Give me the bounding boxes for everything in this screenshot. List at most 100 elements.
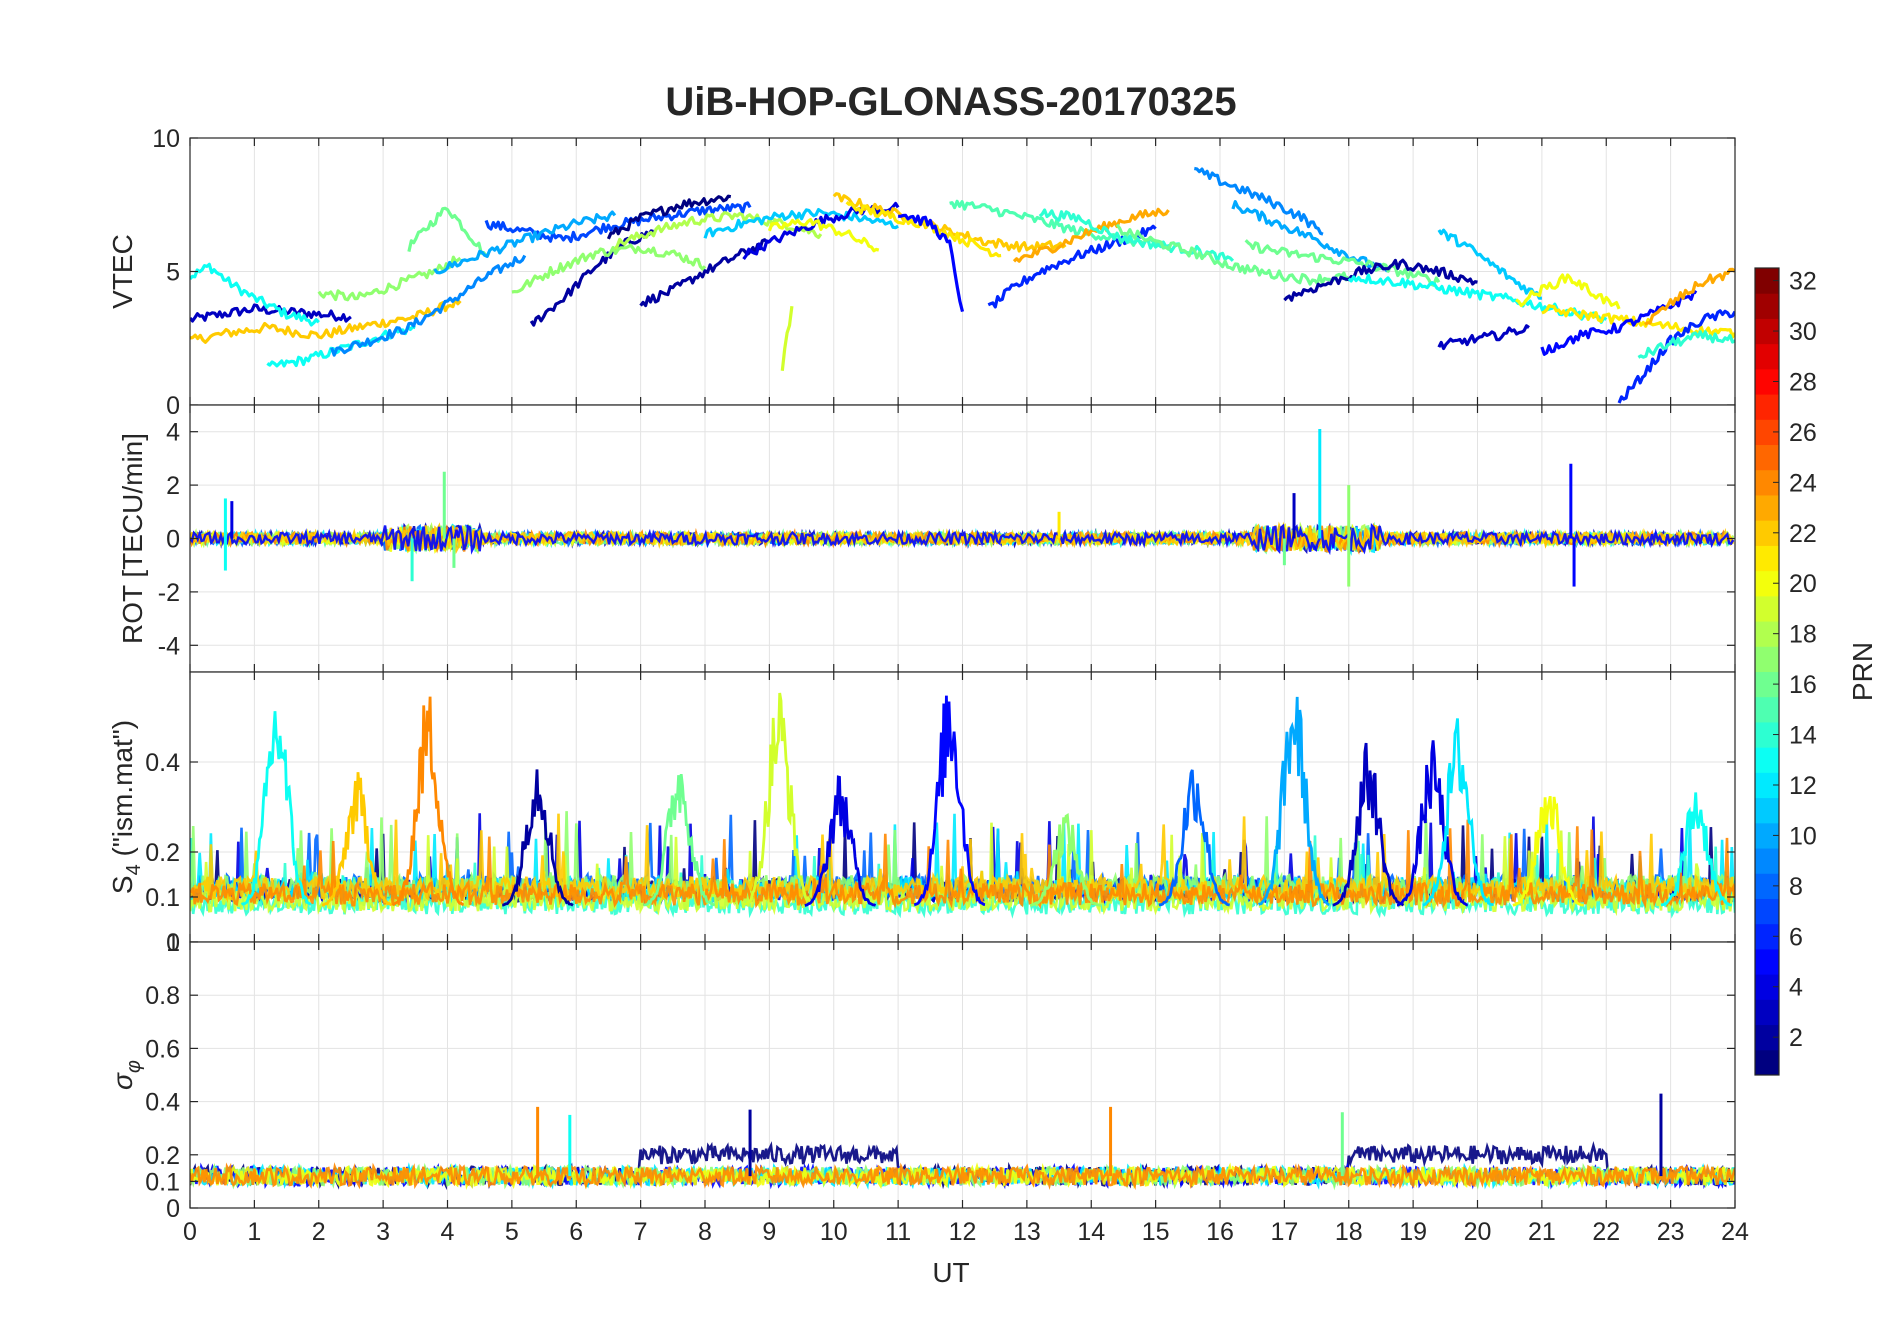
colorbar-step bbox=[1755, 293, 1779, 319]
vtec-series-line bbox=[1231, 200, 1389, 273]
colorbar-step bbox=[1755, 646, 1779, 672]
colorbar-tick-label: 30 bbox=[1789, 318, 1817, 346]
y-axis-label-rest: ("ism.mat") bbox=[107, 720, 138, 864]
vtec-series-line bbox=[1194, 166, 1324, 236]
colorbar-tick-label: 8 bbox=[1789, 873, 1803, 901]
x-tick-label: 20 bbox=[1464, 1218, 1492, 1246]
rot-series-line bbox=[190, 523, 1735, 556]
x-axis: 0 1 2 3 4 5 6 7 8 9 10 11 12 13 14 15 16 17 18 19 20 21 22 23 24 bbox=[183, 1218, 1749, 1246]
panel-vtec: 0 5 10 VTEC bbox=[107, 125, 1736, 420]
x-tick-label: 19 bbox=[1399, 1218, 1427, 1246]
y-tick-label: 0.1 bbox=[145, 884, 180, 912]
colorbar-step bbox=[1755, 747, 1779, 773]
vtec-series-line bbox=[433, 210, 617, 275]
plot-area bbox=[190, 1093, 1735, 1191]
s4-peak-line bbox=[1422, 718, 1494, 907]
y-tick-label: 0 bbox=[166, 929, 180, 957]
vtec-series-line bbox=[1540, 289, 1698, 356]
panel-rot: -4 -2 0 2 4 ROT [TECU/min] bbox=[117, 404, 1736, 673]
colorbar-tick-label: 4 bbox=[1789, 974, 1803, 1002]
s4-peak-line bbox=[321, 772, 393, 907]
y-axis-label: S4 ("ism.mat") bbox=[107, 720, 145, 894]
vtec-series-line bbox=[703, 208, 899, 239]
x-tick-label: 3 bbox=[376, 1218, 390, 1246]
vtec-series-line bbox=[1244, 239, 1441, 287]
colorbar-step bbox=[1755, 999, 1779, 1026]
x-tick-label: 15 bbox=[1142, 1218, 1170, 1246]
vtec-series-line bbox=[317, 255, 462, 302]
s4-peak-line bbox=[1512, 795, 1584, 907]
vtec-series-line bbox=[1637, 330, 1735, 359]
x-tick-label: 16 bbox=[1206, 1218, 1234, 1246]
vtec-series-line bbox=[511, 243, 707, 294]
s4-series-line bbox=[190, 813, 1735, 904]
y-tick-label: 0.2 bbox=[145, 1142, 180, 1170]
x-tick-label: 8 bbox=[698, 1218, 712, 1246]
y-tick-label: 0 bbox=[166, 1195, 180, 1223]
x-tick-label: 23 bbox=[1657, 1218, 1685, 1246]
x-tick-label: 18 bbox=[1335, 1218, 1363, 1246]
vtec-series-line bbox=[190, 303, 352, 323]
colorbar-step bbox=[1755, 1049, 1779, 1076]
vtec-series-line bbox=[639, 238, 770, 308]
x-tick-label: 14 bbox=[1077, 1218, 1105, 1246]
vtec-series-line bbox=[1644, 267, 1735, 326]
colorbar-step bbox=[1755, 444, 1779, 471]
y-tick-label: 0.2 bbox=[145, 839, 180, 867]
y-tick-label: 0.4 bbox=[145, 749, 180, 777]
vtec-series-line bbox=[1437, 228, 1542, 300]
colorbar-step bbox=[1755, 494, 1779, 521]
x-tick-label: 9 bbox=[762, 1218, 776, 1246]
y-tick-label: 1 bbox=[166, 929, 180, 957]
x-tick-label: 17 bbox=[1270, 1218, 1298, 1246]
x-tick-label: 7 bbox=[634, 1218, 648, 1246]
s4-peak-line bbox=[1396, 740, 1468, 907]
colorbar-step bbox=[1755, 696, 1779, 723]
s4-peak-line bbox=[240, 711, 312, 906]
vtec-series-line bbox=[767, 218, 880, 253]
colorbar-step bbox=[1755, 797, 1779, 824]
colorbar-tick-label: 2 bbox=[1789, 1024, 1803, 1052]
colorbar-tick-label: 10 bbox=[1789, 822, 1817, 850]
colorbar-tick-label: 18 bbox=[1789, 621, 1817, 649]
y-tick-label: 5 bbox=[166, 259, 180, 287]
plot-area bbox=[190, 692, 1735, 919]
s4-peak-line bbox=[392, 696, 465, 907]
colorbar-tick-label: 6 bbox=[1789, 923, 1803, 951]
vtec-series-line bbox=[1115, 223, 1351, 286]
s4-peak-line bbox=[643, 773, 716, 907]
y-axis-label: σφ bbox=[107, 1060, 145, 1090]
x-tick-label: 11 bbox=[885, 1218, 911, 1246]
y-tick-label: 0.6 bbox=[145, 1035, 180, 1063]
chart-title: UiB-HOP-GLONASS-20170325 bbox=[665, 80, 1236, 124]
vtec-series-line bbox=[606, 194, 732, 240]
x-tick-label: 4 bbox=[441, 1218, 455, 1246]
y-axis-label: VTEC bbox=[107, 234, 138, 309]
colorbar-label: PRN bbox=[1847, 642, 1878, 701]
y-tick-label: 0.8 bbox=[145, 982, 180, 1010]
vtec-series-line bbox=[898, 213, 965, 312]
colorbar-step bbox=[1755, 948, 1779, 975]
vtec-series-line bbox=[1283, 258, 1478, 302]
colorbar-tick-label: 22 bbox=[1789, 520, 1817, 548]
x-tick-label: 22 bbox=[1592, 1218, 1620, 1246]
x-tick-label: 13 bbox=[1013, 1218, 1041, 1246]
s4-peak-line bbox=[502, 769, 574, 907]
vtec-series-line bbox=[1437, 324, 1530, 351]
sigma-series-line bbox=[190, 1162, 1735, 1191]
vtec-series-line bbox=[1617, 309, 1735, 404]
s4-peak-line bbox=[1257, 696, 1330, 907]
colorbar-tick-label: 16 bbox=[1789, 671, 1817, 699]
y-tick-label: 0 bbox=[166, 526, 180, 554]
x-tick-label: 10 bbox=[820, 1218, 848, 1246]
vtec-series-line bbox=[1012, 207, 1170, 263]
plot-area bbox=[190, 429, 1735, 587]
s4-peak-line bbox=[1158, 769, 1231, 907]
y-tick-label: 4 bbox=[166, 419, 180, 447]
vtec-series-line bbox=[484, 201, 752, 244]
vtec-series-line bbox=[190, 297, 462, 344]
colorbar-step bbox=[1755, 595, 1779, 622]
s4-peak-line bbox=[913, 695, 986, 907]
